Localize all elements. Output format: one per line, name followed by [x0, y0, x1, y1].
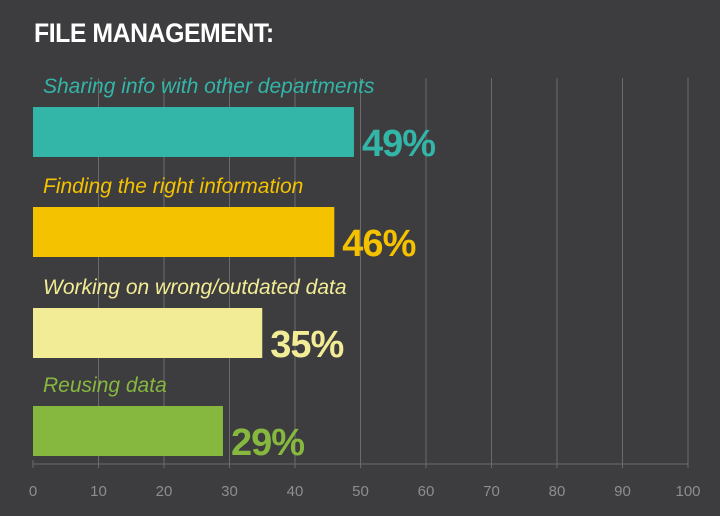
x-tick-label: 20: [156, 483, 173, 500]
x-tick-label: 70: [483, 483, 500, 500]
x-tick-label: 0: [29, 483, 37, 500]
chart-title: FILE MANAGEMENT:: [34, 18, 274, 48]
value-label: 49%: [362, 123, 435, 165]
bar: [33, 107, 354, 157]
bar: [33, 207, 335, 257]
category-label: Sharing info with other departments: [43, 75, 375, 98]
category-label: Finding the right information: [43, 175, 303, 198]
x-tick-label: 30: [221, 483, 238, 500]
category-label: Reusing data: [43, 374, 167, 397]
value-label: 35%: [270, 324, 343, 366]
bar: [33, 308, 263, 358]
x-tick-label: 90: [614, 483, 631, 500]
x-tick-label: 50: [352, 483, 369, 500]
category-label: Working on wrong/outdated data: [43, 276, 347, 299]
value-label: 46%: [342, 223, 415, 265]
x-tick-label: 60: [418, 483, 435, 500]
x-tick-label: 40: [287, 483, 304, 500]
value-label: 29%: [231, 422, 304, 464]
x-tick-label: 10: [90, 483, 107, 500]
bar: [33, 406, 223, 456]
x-tick-label: 100: [675, 483, 700, 500]
x-tick-label: 80: [549, 483, 566, 500]
